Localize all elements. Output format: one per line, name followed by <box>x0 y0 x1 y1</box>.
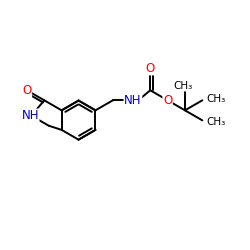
Text: O: O <box>22 84 32 97</box>
Text: CH₃: CH₃ <box>173 81 192 91</box>
Text: NH: NH <box>22 109 39 122</box>
Text: CH₃: CH₃ <box>206 116 225 126</box>
Text: O: O <box>146 62 155 75</box>
Text: NH: NH <box>124 94 142 107</box>
Text: O: O <box>163 94 172 107</box>
Text: CH₃: CH₃ <box>206 94 225 104</box>
